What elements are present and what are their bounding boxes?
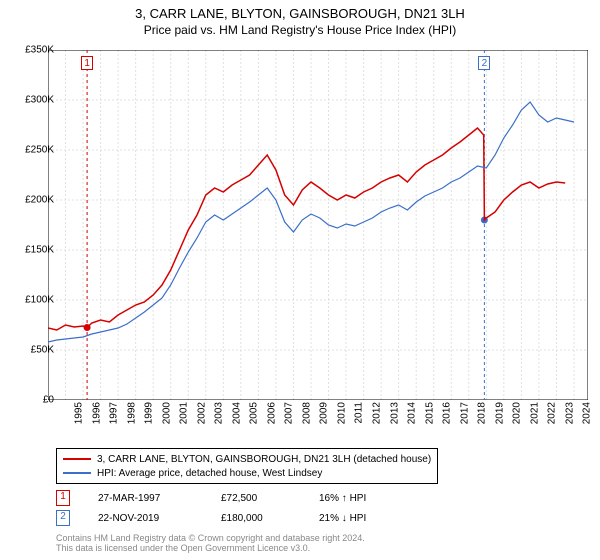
legend-label: 3, CARR LANE, BLYTON, GAINSBOROUGH, DN21… [97, 454, 431, 465]
x-tick-label: 2016 [441, 402, 452, 424]
marker-date: 27-MAR-1997 [98, 493, 193, 504]
y-tick-label: £250K [25, 145, 54, 156]
x-tick-label: 2022 [547, 402, 558, 424]
x-tick-label: 2009 [319, 402, 330, 424]
chart-container: 3, CARR LANE, BLYTON, GAINSBOROUGH, DN21… [0, 0, 600, 560]
title-sub: Price paid vs. HM Land Registry's House … [0, 23, 600, 37]
plot-svg [48, 50, 588, 400]
x-tick-label: 2002 [196, 402, 207, 424]
legend-swatch [63, 458, 91, 460]
x-tick-label: 2004 [231, 402, 242, 424]
x-tick-label: 2006 [266, 402, 277, 424]
x-tick-label: 2019 [494, 402, 505, 424]
titles: 3, CARR LANE, BLYTON, GAINSBOROUGH, DN21… [0, 0, 600, 37]
plot-marker-badge: 1 [81, 56, 93, 70]
legend: 3, CARR LANE, BLYTON, GAINSBOROUGH, DN21… [56, 448, 438, 484]
x-tick-label: 1999 [143, 402, 154, 424]
x-tick-label: 2003 [214, 402, 225, 424]
y-tick-label: £350K [25, 45, 54, 56]
plot-marker-badge: 2 [478, 56, 490, 70]
plot-area [48, 50, 588, 400]
x-tick-label: 2008 [301, 402, 312, 424]
marker-price: £72,500 [221, 493, 291, 504]
y-tick-label: £300K [25, 95, 54, 106]
marker-badge: 2 [56, 510, 70, 526]
x-tick-label: 2018 [476, 402, 487, 424]
x-tick-label: 1997 [108, 402, 119, 424]
legend-item: 3, CARR LANE, BLYTON, GAINSBOROUGH, DN21… [63, 452, 431, 466]
footnote-line: This data is licensed under the Open Gov… [56, 543, 365, 553]
marker-row: 2 22-NOV-2019 £180,000 21% ↓ HPI [56, 510, 366, 526]
x-tick-label: 1996 [91, 402, 102, 424]
x-tick-label: 2010 [336, 402, 347, 424]
x-tick-label: 2011 [353, 402, 364, 424]
marker-date: 22-NOV-2019 [98, 513, 193, 524]
x-tick-label: 2005 [249, 402, 260, 424]
x-tick-label: 2013 [389, 402, 400, 424]
x-tick-label: 1998 [126, 402, 137, 424]
footnote: Contains HM Land Registry data © Crown c… [56, 533, 365, 554]
x-tick-label: 2001 [178, 402, 189, 424]
footnote-line: Contains HM Land Registry data © Crown c… [56, 533, 365, 543]
title-main: 3, CARR LANE, BLYTON, GAINSBOROUGH, DN21… [0, 6, 600, 21]
y-tick-label: £100K [25, 295, 54, 306]
y-tick-label: £50K [31, 345, 54, 356]
x-tick-label: 2020 [512, 402, 523, 424]
x-tick-label: 2021 [529, 402, 540, 424]
legend-label: HPI: Average price, detached house, West… [97, 468, 322, 479]
marker-badge: 1 [56, 490, 70, 506]
x-tick-label: 2023 [564, 402, 575, 424]
legend-swatch [63, 472, 91, 474]
x-tick-label: 2012 [371, 402, 382, 424]
x-tick-label: 2007 [284, 402, 295, 424]
x-tick-label: 2000 [161, 402, 172, 424]
x-tick-label: 1995 [73, 402, 84, 424]
y-tick-label: £200K [25, 195, 54, 206]
legend-item: HPI: Average price, detached house, West… [63, 466, 431, 480]
marker-price: £180,000 [221, 513, 291, 524]
x-tick-label: 2015 [424, 402, 435, 424]
marker-delta: 21% ↓ HPI [319, 513, 366, 524]
x-tick-label: 2017 [459, 402, 470, 424]
marker-row: 1 27-MAR-1997 £72,500 16% ↑ HPI [56, 490, 366, 506]
y-tick-label: £150K [25, 245, 54, 256]
x-tick-label: 2024 [582, 402, 593, 424]
y-tick-label: £0 [43, 395, 54, 406]
x-tick-label: 2014 [406, 402, 417, 424]
marker-delta: 16% ↑ HPI [319, 493, 366, 504]
